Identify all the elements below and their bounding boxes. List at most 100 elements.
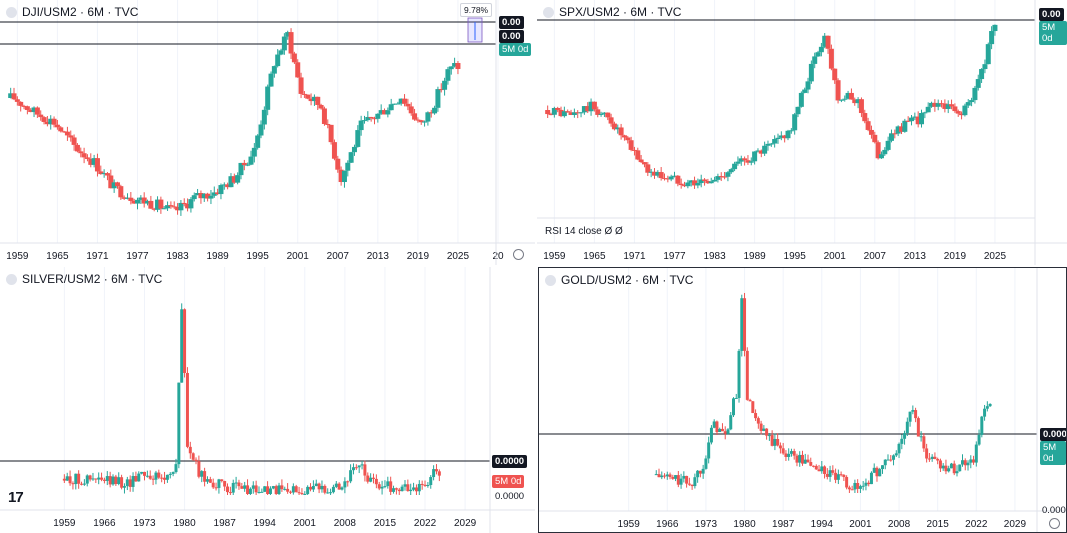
candle-body [770,435,774,446]
candle-body [274,486,278,494]
candle-body [712,421,716,428]
candle-body [84,157,90,159]
candle-body [598,113,604,115]
candle-body [428,112,434,114]
settings-icon[interactable] [1049,518,1060,529]
candle-body [94,158,100,172]
chart-panel-gold[interactable]: 1959 1966 1973 1980 1987 1994 2001 2008 2015 2022… [538,267,1067,533]
x-tick-label: 1987 [772,519,795,530]
candle-body [143,471,146,476]
chart-canvas-dji[interactable]: 1959 1965 1971 1977 1983 1989 1995 2001 2007 2013… [0,0,535,265]
settings-icon[interactable] [513,249,524,260]
candle-body [231,176,237,183]
candle-body [317,483,321,490]
candle-body [135,199,141,204]
candle-body [241,162,247,166]
candle-body [197,461,201,477]
x-tick-label: 1989 [206,251,229,262]
candle-body [301,93,307,95]
candle-body [80,483,84,485]
candle-body [712,179,718,182]
candle-body [374,478,378,485]
candle-body [337,483,341,490]
candle-body [297,492,301,494]
candle-body [311,486,315,490]
x-tick-label: 1980 [733,519,756,530]
candle-body [217,479,221,488]
candle-body [343,481,347,488]
candle-body [134,476,138,482]
candle-body [291,486,295,493]
candle-body [160,477,164,479]
chart-panel-spx[interactable]: 1959 1965 1971 1977 1983 1989 1995 2001 2007 2013… [537,0,1067,265]
candle-body [868,129,874,135]
candle-body [895,126,901,134]
x-tick-label: 2022 [414,518,437,529]
x-tick-label: 1987 [214,518,237,529]
candle-body [672,175,678,177]
candle-body [58,127,64,132]
candle-body [654,474,658,476]
candle-body [625,137,631,141]
chart-canvas-gold[interactable]: 1959 1966 1973 1980 1987 1994 2001 2008 2015 2022… [539,268,1067,533]
candle-body [328,124,334,143]
candle-body [161,208,167,210]
rsi-indicator-label[interactable]: RSI 14 close Ø Ø [545,226,623,237]
chart-panel-silver[interactable]: 1959 1966 1973 1980 1987 1994 2001 2008 2015 2022… [0,267,535,533]
candle-body [68,135,74,138]
candle-body [875,142,881,159]
candle-body [905,421,909,434]
candle-body [141,197,147,204]
candle-body [100,477,104,480]
candle-body [595,109,601,115]
chart-canvas-silver[interactable]: 1959 1966 1973 1980 1987 1994 2001 2008 2015 2022… [0,267,535,533]
candle-body [131,200,137,204]
candle-body [151,208,157,210]
x-tick-label: 2001 [294,518,317,529]
candle-body [845,477,849,488]
x-tick-label: 1994 [811,519,834,530]
price-tag: 0.000 [1040,428,1066,441]
candle-body [748,161,754,163]
candle-body [867,482,871,485]
candle-body [718,428,722,433]
candle-body [14,99,20,102]
candle-body [88,475,92,480]
candle-body [268,488,272,494]
countdown-tag: 5M 0d [499,43,532,56]
candle-body [985,406,989,409]
candle-body [211,482,215,488]
candle-body [263,486,267,492]
x-tick-label: 2001 [849,519,872,530]
x-tick-label: 2019 [944,251,967,262]
chart-panel-dji[interactable]: 1959 1965 1971 1977 1983 1989 1995 2001 2007 2013… [0,0,535,265]
x-tick-label: 1971 [86,251,109,262]
candle-body [248,156,254,165]
candle-body [601,112,607,114]
x-tick-label: 2007 [327,251,350,262]
tradingview-logo[interactable]: 17 [8,489,24,506]
candle-body [183,309,187,373]
candle-body [305,94,311,99]
candle-body [251,485,255,489]
candle-body [704,458,708,469]
candle-body [784,453,788,457]
candle-body [585,106,591,112]
candle-body [665,474,669,477]
chart-canvas-spx[interactable]: 1959 1965 1971 1977 1983 1989 1995 2001 2007 2013… [537,0,1067,265]
x-tick-label: 2015 [927,519,950,530]
candle-body [240,486,244,489]
x-tick-label: 1980 [173,518,196,529]
candle-body [825,35,831,49]
candle-body [679,478,683,485]
candle-body [898,126,904,132]
candle-body [698,179,704,184]
candle-body [108,175,114,189]
candle-body [883,459,887,466]
candle-body [452,63,458,67]
candle-body [989,31,995,45]
candle-body [361,120,367,122]
candle-body [936,458,940,461]
price-tag: 0.0000 [492,455,528,468]
candle-body [243,485,247,489]
